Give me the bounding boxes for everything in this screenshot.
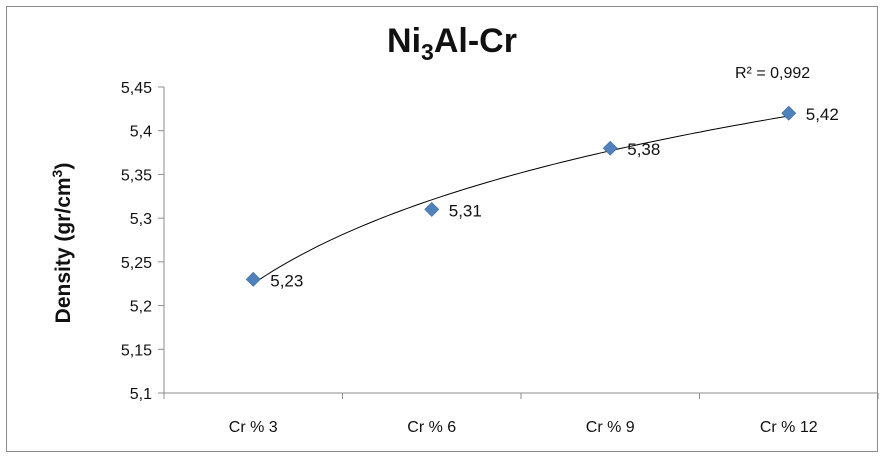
chart-frame xyxy=(6,6,878,452)
x-ticks: Cr % 3 Cr % 6 Cr % 9 Cr % 12 xyxy=(163,393,879,436)
data-point-marker xyxy=(245,271,261,287)
y-tick-label: 5,35 xyxy=(121,167,152,184)
data-points: 5,23 5,31 5,38 5,42 xyxy=(245,105,839,290)
y-tick-label: 5,15 xyxy=(121,342,152,359)
data-label: 5,42 xyxy=(806,105,839,124)
x-tick-label: Cr % 9 xyxy=(586,419,635,436)
r-squared-label: R² = 0,992 xyxy=(735,65,810,82)
y-ticks: 5,1 5,15 5,2 5,25 5,3 5,35 5,4 5,45 xyxy=(121,80,164,403)
data-point-marker xyxy=(781,105,797,121)
data-label: 5,38 xyxy=(627,140,660,159)
data-point-marker xyxy=(602,140,618,156)
y-tick-label: 5,1 xyxy=(130,386,152,403)
trendline xyxy=(252,115,789,285)
data-label: 5,23 xyxy=(270,271,303,290)
data-label: 5,31 xyxy=(449,201,482,220)
y-axis-label: Density (gr/cm3) xyxy=(49,163,75,324)
chart-title: Ni3Al-Cr xyxy=(387,22,517,65)
x-tick-label: Cr % 6 xyxy=(407,419,456,436)
x-tick-label: Cr % 12 xyxy=(760,419,818,436)
y-tick-label: 5,4 xyxy=(130,124,152,141)
y-tick-label: 5,3 xyxy=(130,211,152,228)
y-tick-label: 5,25 xyxy=(121,255,152,272)
x-tick-label: Cr % 3 xyxy=(229,419,278,436)
data-point-marker xyxy=(424,201,440,217)
y-tick-label: 5,45 xyxy=(121,80,152,97)
y-tick-label: 5,2 xyxy=(130,299,152,316)
